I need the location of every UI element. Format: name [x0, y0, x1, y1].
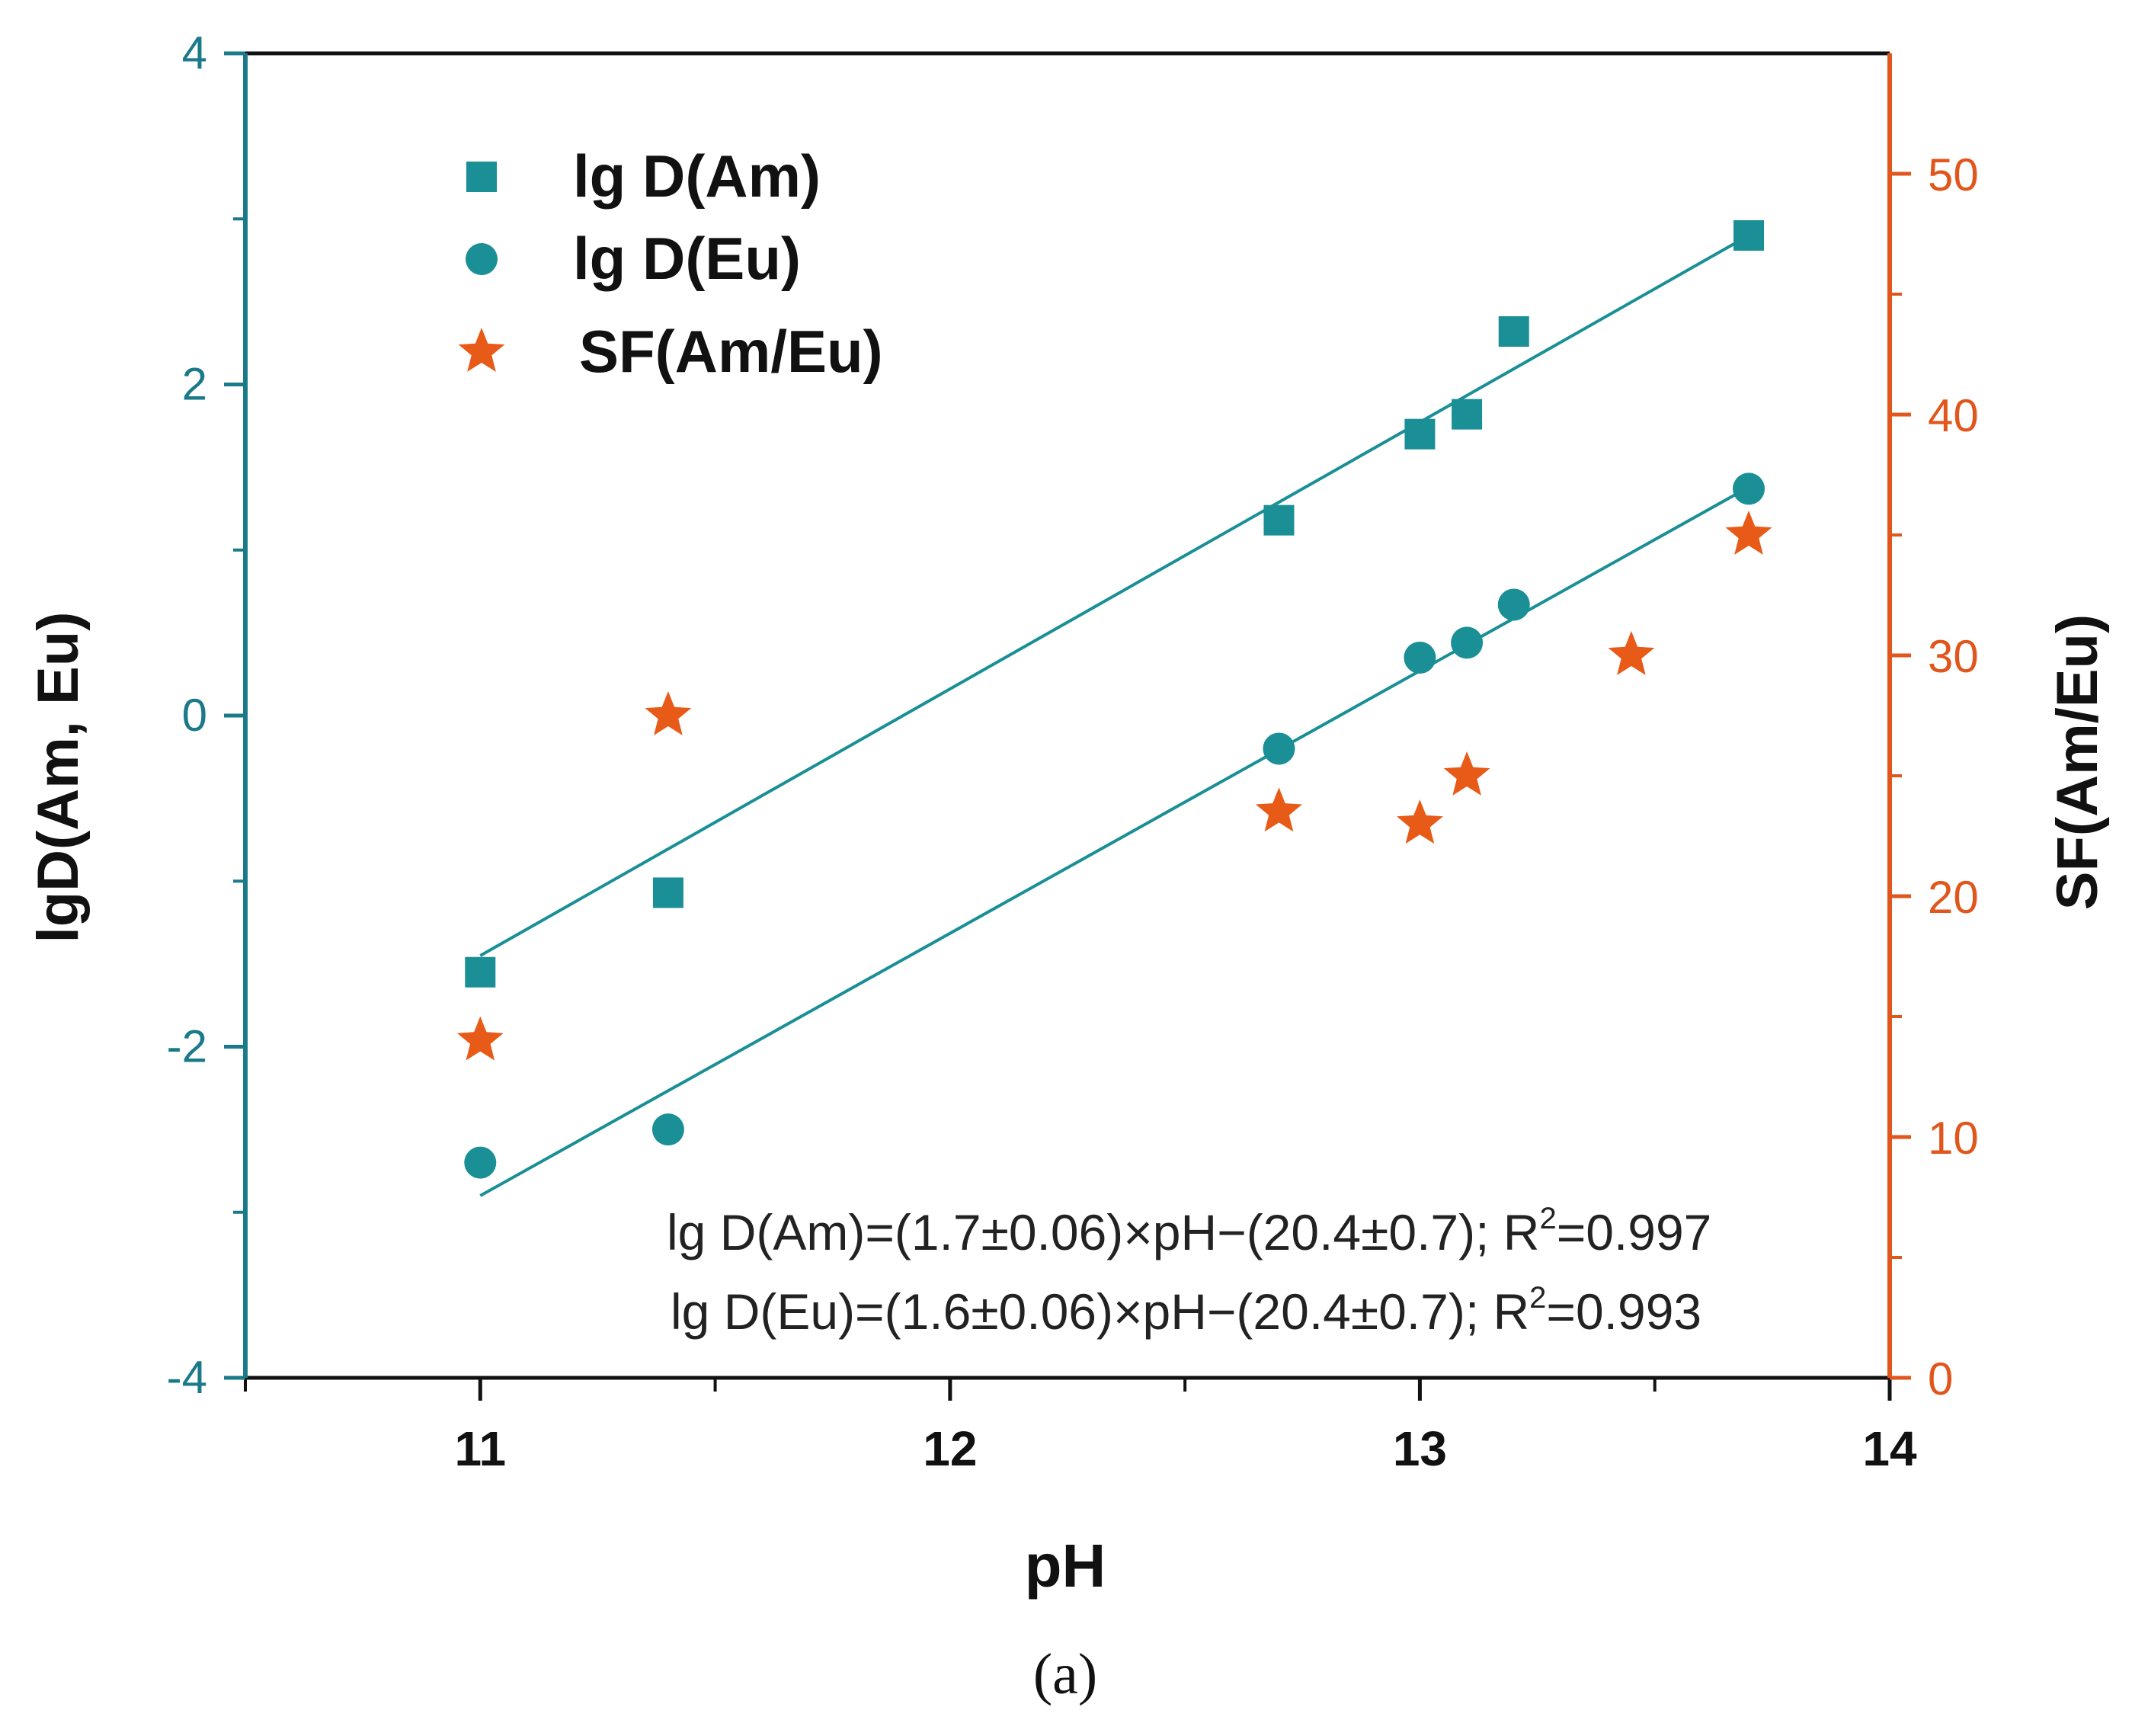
x-tick-label-12: 12: [923, 1421, 977, 1476]
point-sf: [456, 1016, 504, 1061]
x-axis-label: pH: [1025, 1532, 1106, 1600]
y-axis-label-right: SF(Am/Eu): [2045, 614, 2110, 910]
point-sf: [1256, 787, 1302, 832]
fit-equation-am-value: =0.997: [1557, 1204, 1712, 1260]
fit-equation-eu-main: lg D(Eu)=(1.6±0.06)×pH−(20.4±0.7); R: [671, 1283, 1529, 1340]
figure-caption: (a): [1033, 1642, 1097, 1706]
fit-lines-layer: [479, 234, 1750, 1197]
fit-line-eu: [479, 485, 1750, 1197]
point-am: [1452, 399, 1483, 430]
point-am: [652, 877, 683, 908]
y-tick-label-left: 2: [182, 359, 207, 410]
point-eu: [651, 1113, 684, 1146]
y-tick-label-right: 30: [1928, 631, 1979, 682]
point-eu: [464, 1146, 497, 1179]
x-tick-label-13: 13: [1393, 1421, 1447, 1476]
point-eu: [1404, 641, 1436, 674]
y-tick-label-left: -4: [167, 1352, 207, 1403]
point-eu: [1263, 732, 1295, 765]
y-tick-label-right: 10: [1928, 1113, 1979, 1164]
legend-marker-sf: [458, 328, 505, 372]
fit-equation-am-main: lg D(Am)=(1.7±0.06)×pH−(20.4±0.7); R: [667, 1204, 1539, 1260]
point-am: [1498, 315, 1529, 347]
fit-equation-am-sup: 2: [1539, 1202, 1556, 1235]
point-am: [1733, 219, 1765, 251]
legend-label-sf: SF(Am/Eu): [579, 318, 883, 385]
legend-label-eu: lg D(Eu): [573, 225, 801, 292]
point-am: [465, 956, 496, 988]
fit-equation-eu-sup: 2: [1529, 1281, 1546, 1315]
legend-marker-am: [466, 162, 497, 192]
y-tick-label-left: 4: [182, 27, 207, 78]
legend-marker-eu: [466, 243, 498, 275]
fit-equation-am: lg D(Am)=(1.7±0.06)×pH−(20.4±0.7); R2=0.…: [667, 1202, 1711, 1260]
legend: lg D(Am) lg D(Eu) SF(Am/Eu): [458, 143, 883, 385]
point-eu: [1451, 626, 1484, 659]
point-am: [1404, 418, 1436, 450]
y-tick-label-right: 40: [1928, 390, 1979, 441]
x-tick-label-14: 14: [1862, 1421, 1917, 1476]
y-tick-label-right: 50: [1928, 149, 1979, 200]
fit-equation-eu-value: =0.993: [1546, 1283, 1701, 1340]
point-sf: [1725, 511, 1772, 555]
y-tick-label-left: -2: [167, 1021, 207, 1072]
fit-line-am: [479, 234, 1750, 957]
x-tick-label-11: 11: [454, 1421, 506, 1476]
y-tick-label-left: 0: [182, 690, 207, 741]
y-tick-label-right: 0: [1928, 1353, 1953, 1404]
point-sf: [1443, 751, 1490, 796]
point-sf: [645, 691, 692, 735]
data-marks-layer: [456, 219, 1772, 1179]
fit-equation-eu: lg D(Eu)=(1.6±0.06)×pH−(20.4±0.7); R2=0.…: [671, 1281, 1701, 1340]
legend-label-am: lg D(Am): [573, 143, 821, 210]
point-eu: [1733, 472, 1765, 505]
y-tick-label-right: 20: [1928, 872, 1979, 923]
y-axis-label-left: lgD(Am, Eu): [26, 612, 91, 943]
point-eu: [1497, 588, 1530, 621]
point-sf: [1397, 799, 1443, 844]
point-am: [1263, 504, 1295, 536]
point-sf: [1608, 631, 1655, 675]
